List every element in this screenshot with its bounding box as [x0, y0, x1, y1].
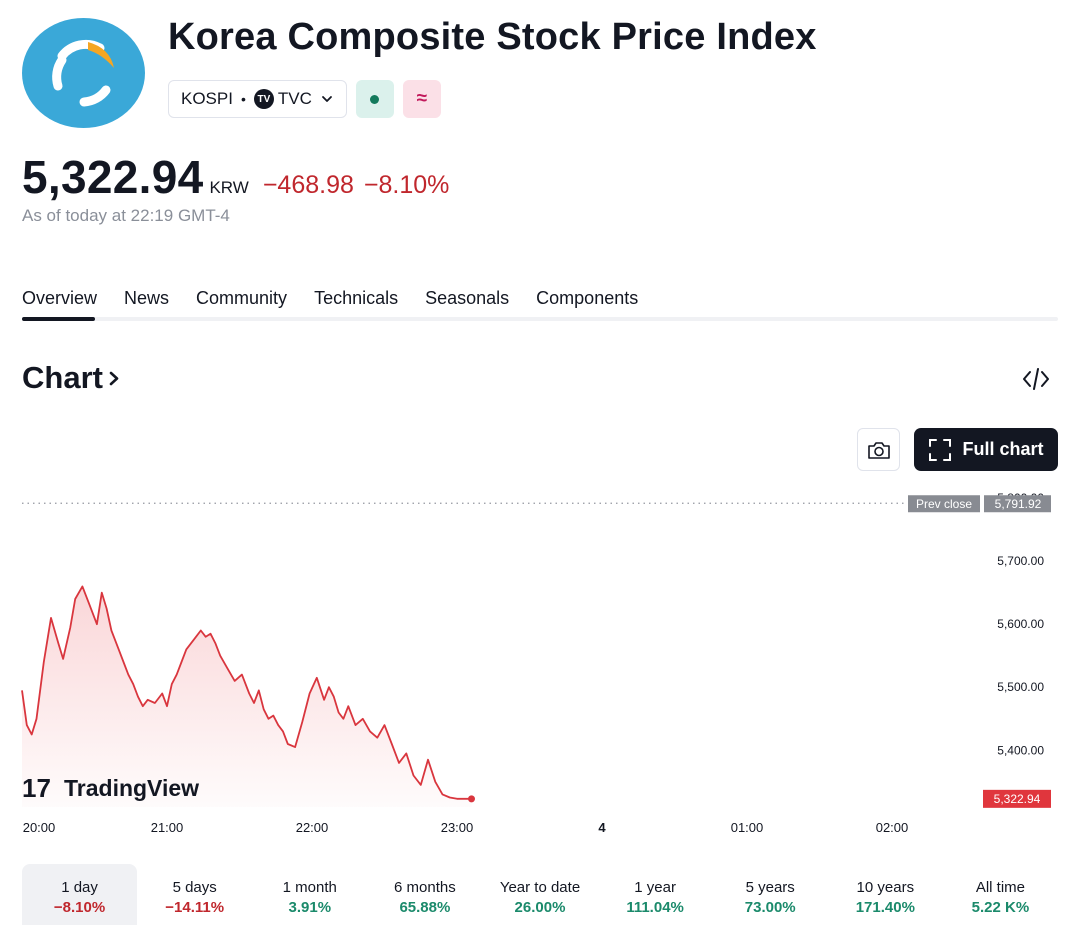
period-value: 73.00% [744, 899, 796, 916]
symbol-tags: KOSPI • TV TVC ≈ [168, 80, 441, 118]
camera-icon [867, 441, 890, 459]
price-area [22, 586, 472, 807]
chart-section-title: Chart [22, 360, 103, 395]
prev-close-tag: Prev close 5,791.92 [908, 495, 1051, 513]
period-year-to-date[interactable]: Year to date 26.00% [482, 864, 597, 925]
section-tabs: Overview News Community Technicals Seaso… [22, 288, 638, 319]
embed-code-icon[interactable] [1022, 366, 1050, 392]
y-tick-label: 5,700.00 [997, 554, 1044, 568]
status-dot-icon [370, 94, 380, 104]
period-label: Year to date [499, 879, 581, 896]
period-value: −8.10% [53, 899, 106, 916]
period-value: 171.40% [855, 899, 915, 916]
x-tick-label: 4 [598, 820, 606, 835]
chart-section-link[interactable]: Chart [22, 360, 121, 396]
last-price-tag: 5,322.94 [983, 789, 1051, 808]
last-price: 5,322.94 [22, 151, 204, 203]
quote-timestamp: As of today at 22:19 GMT-4 [22, 206, 230, 225]
tab-seasonals[interactable]: Seasonals [425, 288, 510, 308]
tab-components[interactable]: Components [536, 288, 639, 308]
period-label: 5 days [172, 879, 217, 896]
page-title: Korea Composite Stock Price Index [168, 16, 817, 58]
full-chart-label: Full chart [962, 439, 1044, 459]
performance-periods: 1 day −8.10% 5 days −14.11% 1 month 3.91% 6… [22, 864, 1058, 925]
period-5-years[interactable]: 5 years 73.00% [713, 864, 828, 925]
kospi-logo [22, 18, 145, 128]
symbol-label: KOSPI [181, 89, 233, 108]
period-label: All time [975, 879, 1026, 896]
tradingview-wordmark: TradingView [64, 775, 199, 801]
period-1-day[interactable]: 1 day −8.10% [22, 864, 138, 925]
tv-icon: TV [253, 89, 274, 109]
full-chart-button[interactable]: Full chart [914, 428, 1058, 471]
fullscreen-icon [929, 438, 952, 461]
x-tick-label: 02:00 [876, 820, 909, 835]
period-5-days[interactable]: 5 days −14.11% [137, 864, 252, 925]
period-6-months[interactable]: 6 months 65.88% [367, 864, 482, 925]
source-label: TVC [277, 89, 312, 108]
period-value: 26.00% [514, 899, 566, 916]
price-change-percent: −8.10% [363, 171, 450, 199]
price-change: −468.98 [262, 171, 354, 199]
delayed-data-status[interactable]: ≈ [402, 80, 441, 118]
period-value: 111.04% [626, 899, 684, 916]
x-tick-label: 22:00 [296, 820, 329, 835]
tab-news[interactable]: News [124, 288, 170, 308]
period-value: 3.91% [288, 899, 332, 916]
period-label: 10 years [856, 879, 915, 896]
period-10-years[interactable]: 10 years 171.40% [828, 864, 943, 925]
prev-close-label: Prev close [916, 497, 972, 511]
tab-community[interactable]: Community [196, 288, 288, 308]
active-tab-indicator [22, 317, 95, 321]
market-open-status[interactable] [355, 80, 394, 118]
snapshot-button[interactable] [857, 428, 900, 471]
period-all-time[interactable]: All time 5.22 K% [943, 864, 1058, 925]
chevron-right-icon [109, 371, 119, 386]
period-label: 1 day [61, 879, 98, 896]
separator-dot: • [240, 91, 246, 107]
price-line [21, 585, 472, 800]
chevron-down-icon [320, 92, 334, 106]
y-tick-label: 5,400.00 [997, 743, 1044, 757]
tab-overview[interactable]: Overview [22, 288, 98, 308]
period-1-year[interactable]: 1 year 111.04% [598, 864, 713, 925]
period-label: 1 year [634, 879, 676, 896]
x-tick-label: 23:00 [441, 820, 474, 835]
exchange-selector[interactable]: KOSPI • TV TVC [168, 80, 347, 118]
quote-row: 5,322.94 KRW −468.98 −8.10% [22, 150, 449, 204]
tradingview-logo-mark: 17 [22, 773, 51, 803]
tab-technicals[interactable]: Technicals [314, 288, 399, 308]
tabs-divider [22, 317, 1058, 321]
currency: KRW [209, 178, 249, 197]
x-tick-label: 20:00 [23, 820, 56, 835]
period-label: 1 month [282, 879, 337, 896]
period-value: 65.88% [399, 899, 451, 916]
price-chart[interactable]: 5,400.005,500.005,600.005,700.005,800.00… [0, 480, 1080, 840]
period-label: 6 months [394, 879, 456, 896]
y-tick-label: 5,600.00 [997, 617, 1044, 631]
period-1-month[interactable]: 1 month 3.91% [252, 864, 367, 925]
y-tick-label: 5,500.00 [997, 680, 1044, 694]
tradingview-watermark: 17 TradingView [22, 773, 199, 803]
last-price-value: 5,322.94 [994, 792, 1041, 806]
x-tick-label: 21:00 [151, 820, 184, 835]
period-value: −14.11% [165, 899, 225, 916]
x-tick-label: 01:00 [731, 820, 764, 835]
prev-close-value: 5,791.92 [995, 497, 1042, 511]
approx-icon: ≈ [416, 88, 428, 109]
period-label: 5 years [745, 879, 795, 896]
period-value: 5.22 K% [971, 899, 1030, 916]
last-price-dot [468, 795, 475, 803]
